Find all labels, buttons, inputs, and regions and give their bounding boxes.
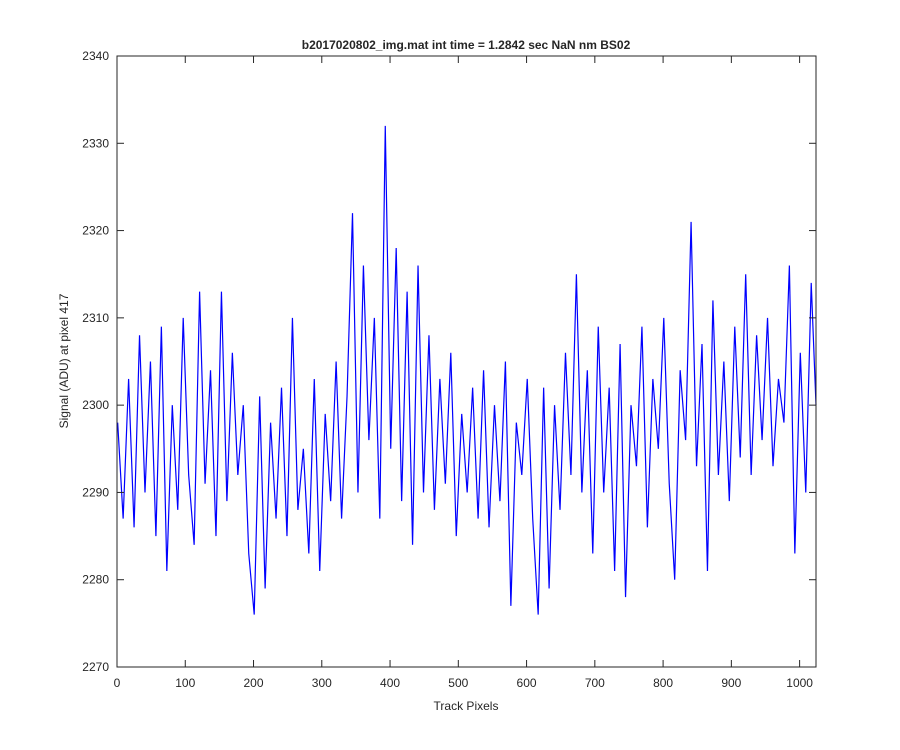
- x-tick-label: 900: [721, 676, 741, 690]
- y-tick-label: 2280: [82, 573, 109, 587]
- x-tick-label: 1000: [786, 676, 813, 690]
- y-tick-label: 2330: [82, 136, 109, 150]
- y-tick-label: 2320: [82, 224, 109, 238]
- y-tick-label: 2270: [82, 660, 109, 674]
- x-tick-label: 300: [312, 676, 332, 690]
- data-line: [117, 125, 817, 615]
- y-tick-label: 2340: [82, 49, 109, 63]
- x-tick-label: 0: [114, 676, 121, 690]
- y-tick-label: 2290: [82, 485, 109, 499]
- x-tick-label: 100: [175, 676, 195, 690]
- axes-box: [116, 55, 817, 668]
- y-tick-label: 2310: [82, 311, 109, 325]
- y-axis-label: Signal (ADU) at pixel 417: [57, 293, 71, 428]
- x-tick-label: 400: [380, 676, 400, 690]
- x-axis-label: Track Pixels: [434, 699, 499, 713]
- y-tick-label: 2300: [82, 398, 109, 412]
- x-tick-label: 600: [517, 676, 537, 690]
- chart-title: b2017020802_img.mat int time = 1.2842 se…: [302, 38, 631, 52]
- x-tick-label: 500: [448, 676, 468, 690]
- x-tick-label: 700: [585, 676, 605, 690]
- x-tick-label: 800: [653, 676, 673, 690]
- x-tick-label: 200: [244, 676, 264, 690]
